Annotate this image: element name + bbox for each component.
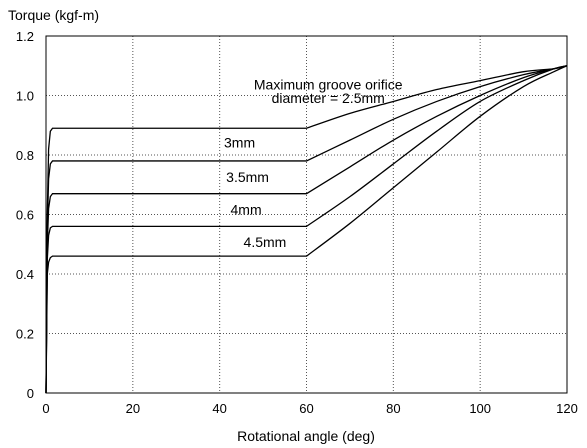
x-tick-label: 20 — [126, 401, 140, 416]
x-tick-label: 80 — [386, 401, 400, 416]
y-axis-title: Torque (kgf-m) — [8, 7, 99, 23]
grid-lines — [46, 36, 567, 393]
series-line-5 — [45, 65, 568, 394]
annotation-label: diameter = 2.5mm — [272, 90, 385, 106]
x-tick-label: 0 — [42, 401, 49, 416]
x-axis-title: Rotational angle (deg) — [237, 428, 375, 444]
series-line-4 — [45, 65, 568, 394]
x-tick-label: 100 — [469, 401, 491, 416]
plot-frame — [45, 35, 568, 394]
annotation-label: 3.5mm — [226, 169, 269, 185]
x-tick-labels: 0 20 40 60 80 100 120 — [42, 401, 577, 416]
annotation-label: Maximum groove orifice — [254, 77, 403, 93]
y-tick-label: 1.2 — [16, 29, 34, 44]
y-tick-label: 0 — [27, 386, 34, 401]
y-tick-label: 0.8 — [16, 148, 34, 163]
y-tick-label: 1.0 — [16, 89, 34, 104]
y-tick-label: 0.2 — [16, 327, 34, 342]
annotation-label: 3mm — [224, 135, 255, 151]
y-tick-label: 0.4 — [16, 267, 34, 282]
x-tick-label: 120 — [556, 401, 578, 416]
y-tick-label: 0.6 — [16, 208, 34, 223]
annotation-label: 4.5mm — [244, 234, 287, 250]
x-tick-label: 40 — [212, 401, 226, 416]
annotation-label: 4mm — [231, 202, 262, 218]
series-lines — [45, 65, 568, 394]
y-tick-labels: 0 0.2 0.4 0.6 0.8 1.0 1.2 — [16, 29, 34, 401]
x-tick-label: 60 — [299, 401, 313, 416]
